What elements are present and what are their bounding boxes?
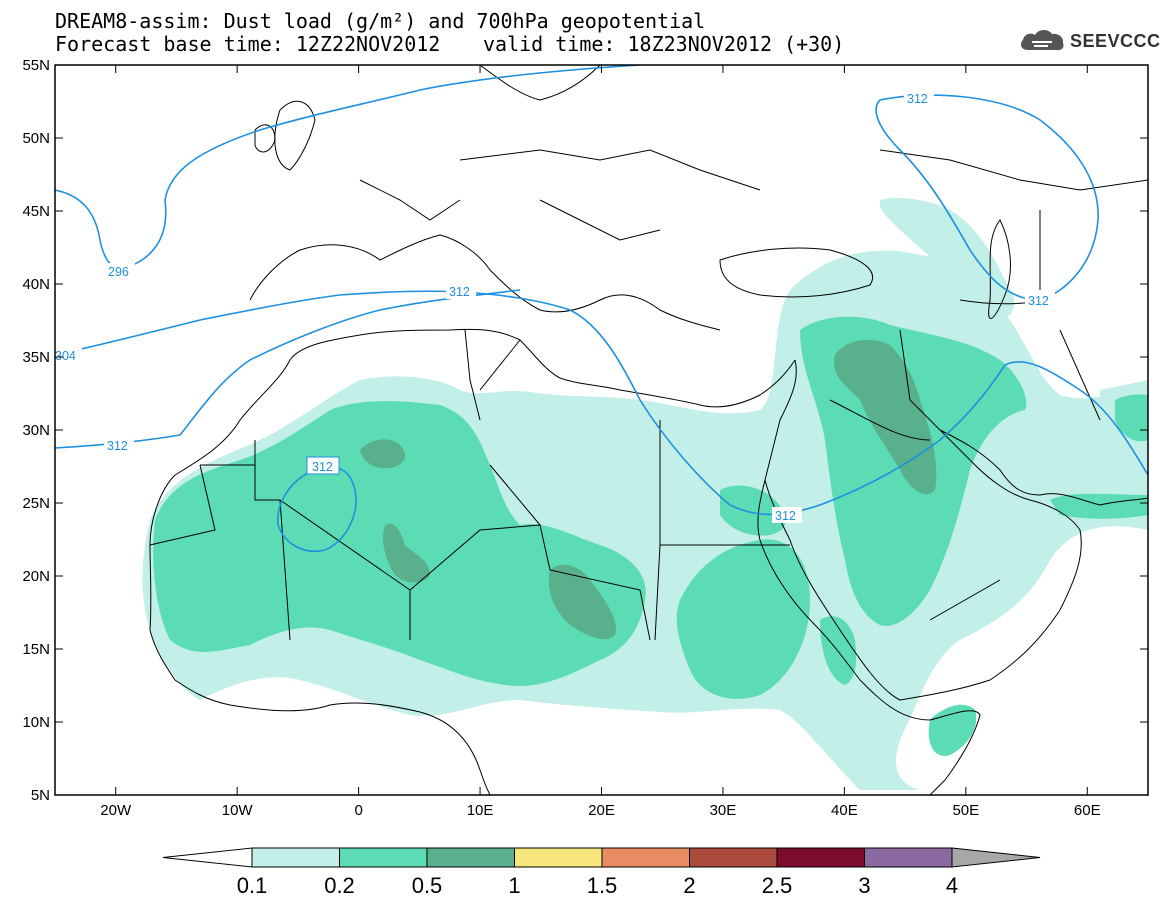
colorbar-label: 4 [946,873,958,898]
lat-label: 45N [22,203,50,220]
colorbar-segment [689,847,778,868]
dust-level-0.5-area [360,339,937,640]
colorbar-over-triangle [951,847,1041,868]
cloud-icon [1020,29,1064,51]
lat-label: 35N [22,349,50,366]
lon-label: 20E [588,802,615,819]
colorbar-segment [601,847,690,868]
valid-time: valid time: 18Z23NOV2012 (+30) [483,32,845,56]
colorbar-under-triangle [162,847,253,868]
colorbar-label: 0.2 [324,873,355,898]
colorbar-label: 0.5 [412,873,443,898]
lat-label: 5N [31,787,50,804]
lon-label: 20W [100,802,132,819]
colorbar-segment [776,847,865,868]
lat-label: 50N [22,130,50,147]
svg-text:312: 312 [107,439,128,453]
colorbar-segment [864,847,953,868]
colorbar-segment [251,847,340,868]
contour-labels: 296 304 312 312 312 312 312 312 [55,90,1055,523]
lat-label: 40N [22,276,50,293]
colorbar-label: 2 [683,873,695,898]
forecast-base-time: Forecast base time: 12Z22NOV2012 [55,32,441,56]
contour-label-312-c: 312 [446,283,476,299]
lon-label: 10W [222,802,254,819]
colorbar-segment [339,847,428,868]
colorbar-segment [426,847,515,868]
contour-label-312-f: 312 [1025,292,1055,308]
lon-label: 10E [467,802,494,819]
lon-label: 30E [710,802,737,819]
lon-label: 40E [831,802,858,819]
svg-text:312: 312 [907,92,928,106]
latitude-axis: 55N 50N 45N 40N 35N 30N 25N 20N 15N 10N 5N [22,57,1148,804]
lon-label: 60E [1074,802,1101,819]
lat-label: 30N [22,422,50,439]
colorbar-label: 1.5 [587,873,618,898]
colorbar-label: 1 [508,873,520,898]
seevccc-logo: SEEVCCC [1018,24,1161,58]
logo-text: SEEVCCC [1070,30,1161,51]
lat-label: 25N [22,495,50,512]
svg-text:312: 312 [312,460,333,474]
contour-label-296: 296 [105,263,135,279]
lat-label: 10N [22,714,50,731]
country-borders [149,65,1148,795]
contour-label-312-e: 312 [904,90,934,106]
lat-label: 15N [22,641,50,658]
lat-label: 20N [22,568,50,585]
svg-text:304: 304 [55,349,76,363]
colorbar-label: 2.5 [762,873,793,898]
contour-label-312-b: 312 [306,456,340,475]
longitude-axis: 20W 10W 0 10E 20E 30E 40E 50E 60E [100,65,1101,819]
contour-label-312-a: 312 [104,437,134,453]
contour-label-304: 304 [55,347,82,363]
svg-text:312: 312 [449,285,470,299]
chart-title: DREAM8-assim: Dust load (g/m²) and 700hP… [55,9,706,33]
colorbar-segment [514,847,603,868]
lon-label: 50E [952,802,979,819]
colorbar-label: 0.1 [237,873,268,898]
svg-text:312: 312 [775,509,796,523]
lat-label: 55N [22,57,50,74]
colorbar-label: 3 [858,873,870,898]
svg-text:312: 312 [1028,294,1049,308]
lon-label: 0 [354,802,362,819]
contour-label-312-d: 312 [772,507,802,523]
colorbar: 0.1 0.2 0.5 1 1.5 2 2.5 3 4 [162,847,1041,898]
svg-text:296: 296 [108,265,129,279]
